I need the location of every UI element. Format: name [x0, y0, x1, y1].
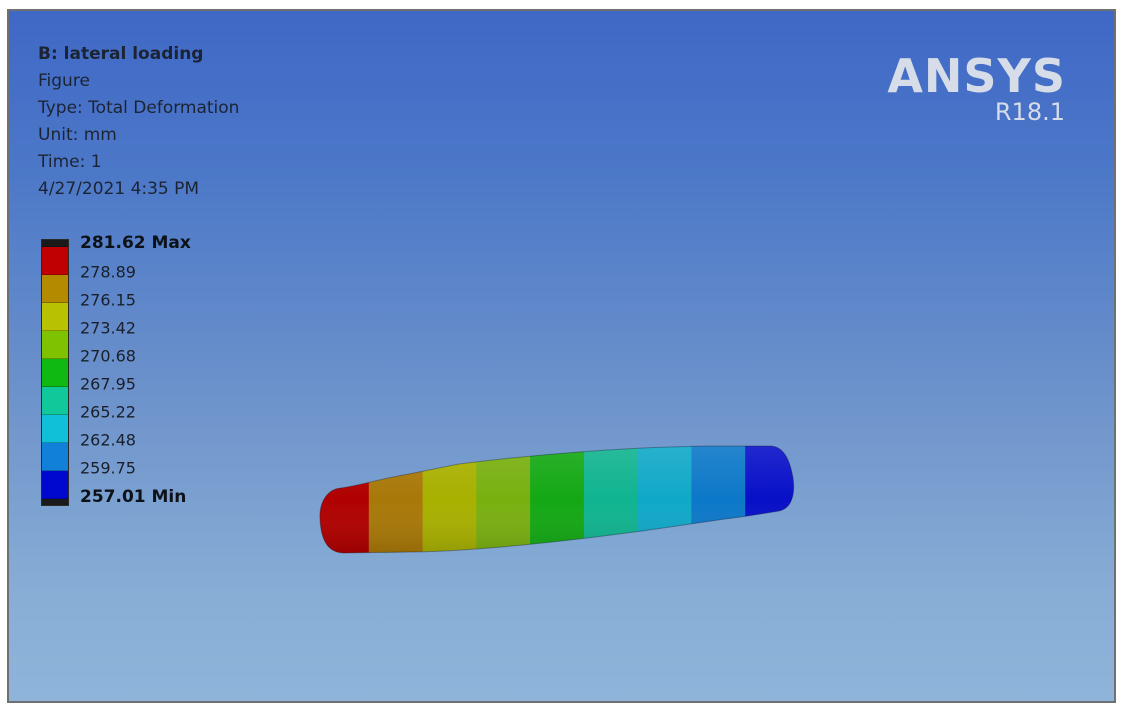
legend-swatch — [42, 387, 68, 415]
graphics-viewport[interactable]: B: lateral loading Figure Type: Total De… — [9, 11, 1114, 701]
legend-value: 259.75 — [80, 458, 136, 478]
legend-swatch — [42, 443, 68, 471]
info-line-unit: Unit: mm — [38, 125, 117, 145]
legend-swatch — [42, 275, 68, 303]
legend-value: 278.89 — [80, 262, 136, 282]
info-line-object: Figure — [38, 71, 90, 91]
info-line-time: Time: 1 — [38, 152, 102, 172]
ansys-logo: ANSYS R18.1 — [887, 51, 1066, 125]
legend-swatch — [42, 331, 68, 359]
legend-swatch-max-cap — [42, 240, 68, 247]
legend-swatch — [42, 247, 68, 275]
legend-value: 273.42 — [80, 318, 136, 338]
legend-value: 276.15 — [80, 290, 136, 310]
legend-swatch-min-cap — [42, 499, 68, 505]
legend-value: 267.95 — [80, 374, 136, 394]
analysis-title: B: lateral loading — [38, 44, 204, 64]
info-line-timestamp: 4/27/2021 4:35 PM — [38, 179, 200, 199]
legend-value: 270.68 — [80, 346, 136, 366]
legend-min-label: 257.01 Min — [80, 487, 187, 507]
graphics-viewport-frame: B: lateral loading Figure Type: Total De… — [7, 9, 1116, 703]
deformed-model[interactable] — [9, 11, 1114, 701]
legend-swatch — [42, 415, 68, 443]
ansys-brand: ANSYS — [887, 49, 1066, 103]
legend-swatch — [42, 359, 68, 387]
legend-color-bar — [41, 239, 69, 506]
legend-value: 262.48 — [80, 430, 136, 450]
ansys-version: R18.1 — [994, 98, 1065, 126]
result-info-panel: B: lateral loading Figure Type: Total De… — [38, 41, 239, 203]
legend-swatch — [42, 303, 68, 331]
info-line-type: Type: Total Deformation — [38, 98, 240, 118]
legend-swatch — [42, 471, 68, 499]
model-outline — [319, 445, 795, 554]
legend-max-label: 281.62 Max — [80, 233, 191, 253]
legend-value: 265.22 — [80, 402, 136, 422]
